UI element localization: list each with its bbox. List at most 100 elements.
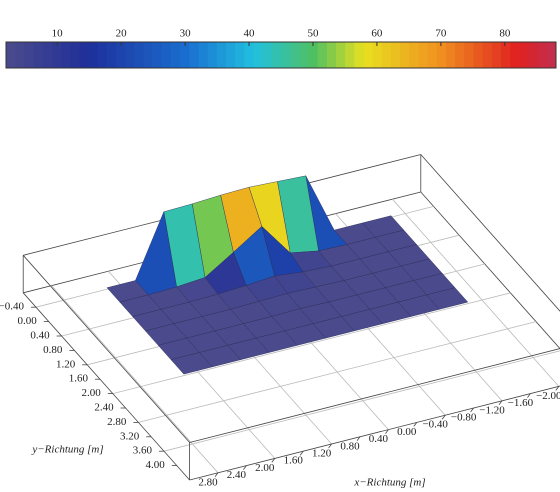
x-tick xyxy=(356,436,361,442)
colorbar-segment xyxy=(510,42,520,68)
grid-line xyxy=(163,350,560,452)
colorbar-tick-label: 60 xyxy=(371,28,383,40)
box-edge xyxy=(189,385,560,481)
x-tick-label: 1.20 xyxy=(312,448,332,460)
colorbar-segment xyxy=(271,42,282,68)
x-tick xyxy=(328,443,332,449)
colorbar-segment xyxy=(400,42,410,68)
colorbar-segment xyxy=(281,42,291,68)
colorbar-segment xyxy=(528,42,539,68)
colorbar-segment xyxy=(79,42,89,68)
colorbar-segment xyxy=(363,42,374,68)
colorbar-segment xyxy=(42,42,53,68)
colorbar-segment xyxy=(418,42,429,68)
colorbar-segment xyxy=(491,42,502,68)
grid-line xyxy=(138,321,537,423)
y-tick-label: 0.40 xyxy=(30,330,50,342)
x-tick-label: −0.80 xyxy=(451,412,477,424)
colorbar-segment xyxy=(519,42,529,68)
colorbar-segment xyxy=(61,42,71,68)
x-tick-label: 2.00 xyxy=(255,462,275,474)
x-tick-label: 0.40 xyxy=(369,433,389,445)
colorbar-segment xyxy=(198,42,209,68)
colorbar-segment xyxy=(161,42,172,68)
y-tick-label: 2.40 xyxy=(94,402,114,414)
x-tick xyxy=(299,450,304,456)
colorbar-segment xyxy=(226,42,236,68)
colorbar-segment xyxy=(171,42,181,68)
colorbar-segment xyxy=(70,42,80,68)
colorbar-segment xyxy=(88,42,99,68)
colorbar-segment xyxy=(24,42,34,68)
box-edge xyxy=(22,255,190,443)
x-tick xyxy=(555,386,560,391)
x-tick-label: −1.20 xyxy=(479,404,505,416)
colorbar-tick-label: 70 xyxy=(435,28,447,40)
colorbar-segment xyxy=(326,42,337,68)
colorbar-frame xyxy=(5,41,557,69)
colorbar-tick-label: 80 xyxy=(499,28,511,40)
y-tick-label: 0.00 xyxy=(18,315,38,327)
colorbar-segment xyxy=(143,42,154,68)
x-tick xyxy=(413,422,418,427)
colorbar-segment xyxy=(455,42,465,68)
colorbar-segment xyxy=(6,42,16,68)
box-edge xyxy=(22,292,190,481)
colorbar-segment xyxy=(446,42,456,68)
x-tick-label: −0.40 xyxy=(422,419,448,431)
colorbar-segment xyxy=(51,42,62,68)
grid-line xyxy=(392,198,560,387)
x-tick xyxy=(498,400,503,406)
colorbar-segment xyxy=(290,42,300,68)
colorbar-segment xyxy=(317,42,328,68)
colorbar-segment xyxy=(262,42,273,68)
y-tick-label: −0.40 xyxy=(0,301,24,313)
colorbar-segment xyxy=(354,42,364,68)
x-tick xyxy=(214,472,219,478)
colorbar-segment xyxy=(125,42,135,68)
colorbar-segment xyxy=(97,42,108,68)
colorbar-segment xyxy=(216,42,227,68)
colorbar-segment xyxy=(473,42,484,68)
colorbar-tick-label: 10 xyxy=(52,28,64,40)
colorbar-segment xyxy=(235,42,245,68)
grid-line xyxy=(51,285,219,474)
colorbar-tick-label: 50 xyxy=(307,28,319,40)
colorbar-segment xyxy=(427,42,438,68)
colorbar-segment xyxy=(207,42,218,68)
x-tick xyxy=(385,429,389,434)
colorbar-segment xyxy=(381,42,392,68)
y-tick-label: 3.20 xyxy=(120,430,140,442)
y-tick-label: 4.00 xyxy=(146,459,166,471)
colorbar-segment xyxy=(180,42,190,68)
colorbar-segment xyxy=(116,42,126,68)
box-edge xyxy=(189,348,560,443)
x-tick-label: 0.80 xyxy=(340,440,360,452)
x-tick-label: −1.60 xyxy=(508,397,534,409)
grid-line xyxy=(112,292,511,394)
colorbar-segment xyxy=(189,42,199,68)
colorbar-segment xyxy=(546,42,557,68)
colorbar-segment xyxy=(244,42,254,68)
colorbar-segment xyxy=(372,42,383,68)
x-axis-title: x−Richtung [m] xyxy=(353,477,425,489)
colorbar-segment xyxy=(436,42,447,68)
x-tick xyxy=(441,414,446,420)
y-tick-label: 2.80 xyxy=(107,416,127,428)
y-tick-label: 0.80 xyxy=(43,344,63,356)
x-tick-label: −2.00 xyxy=(536,390,560,402)
colorbar-segment xyxy=(391,42,401,68)
y-tick-label: 1.20 xyxy=(56,358,76,370)
colorbar-segment xyxy=(253,42,264,68)
colorbar-segment xyxy=(409,42,419,68)
x-tick xyxy=(470,407,474,413)
y-axis-title: y−Richtung [m] xyxy=(31,444,103,456)
y-tick-label: 2.00 xyxy=(82,387,102,399)
y-tick-label: 1.60 xyxy=(69,373,89,385)
x-tick xyxy=(243,465,247,470)
colorbar-segment xyxy=(299,42,309,68)
y-tick-label: 3.60 xyxy=(133,445,153,457)
colorbar-segment xyxy=(15,42,25,68)
colorbar-segment xyxy=(106,42,117,68)
